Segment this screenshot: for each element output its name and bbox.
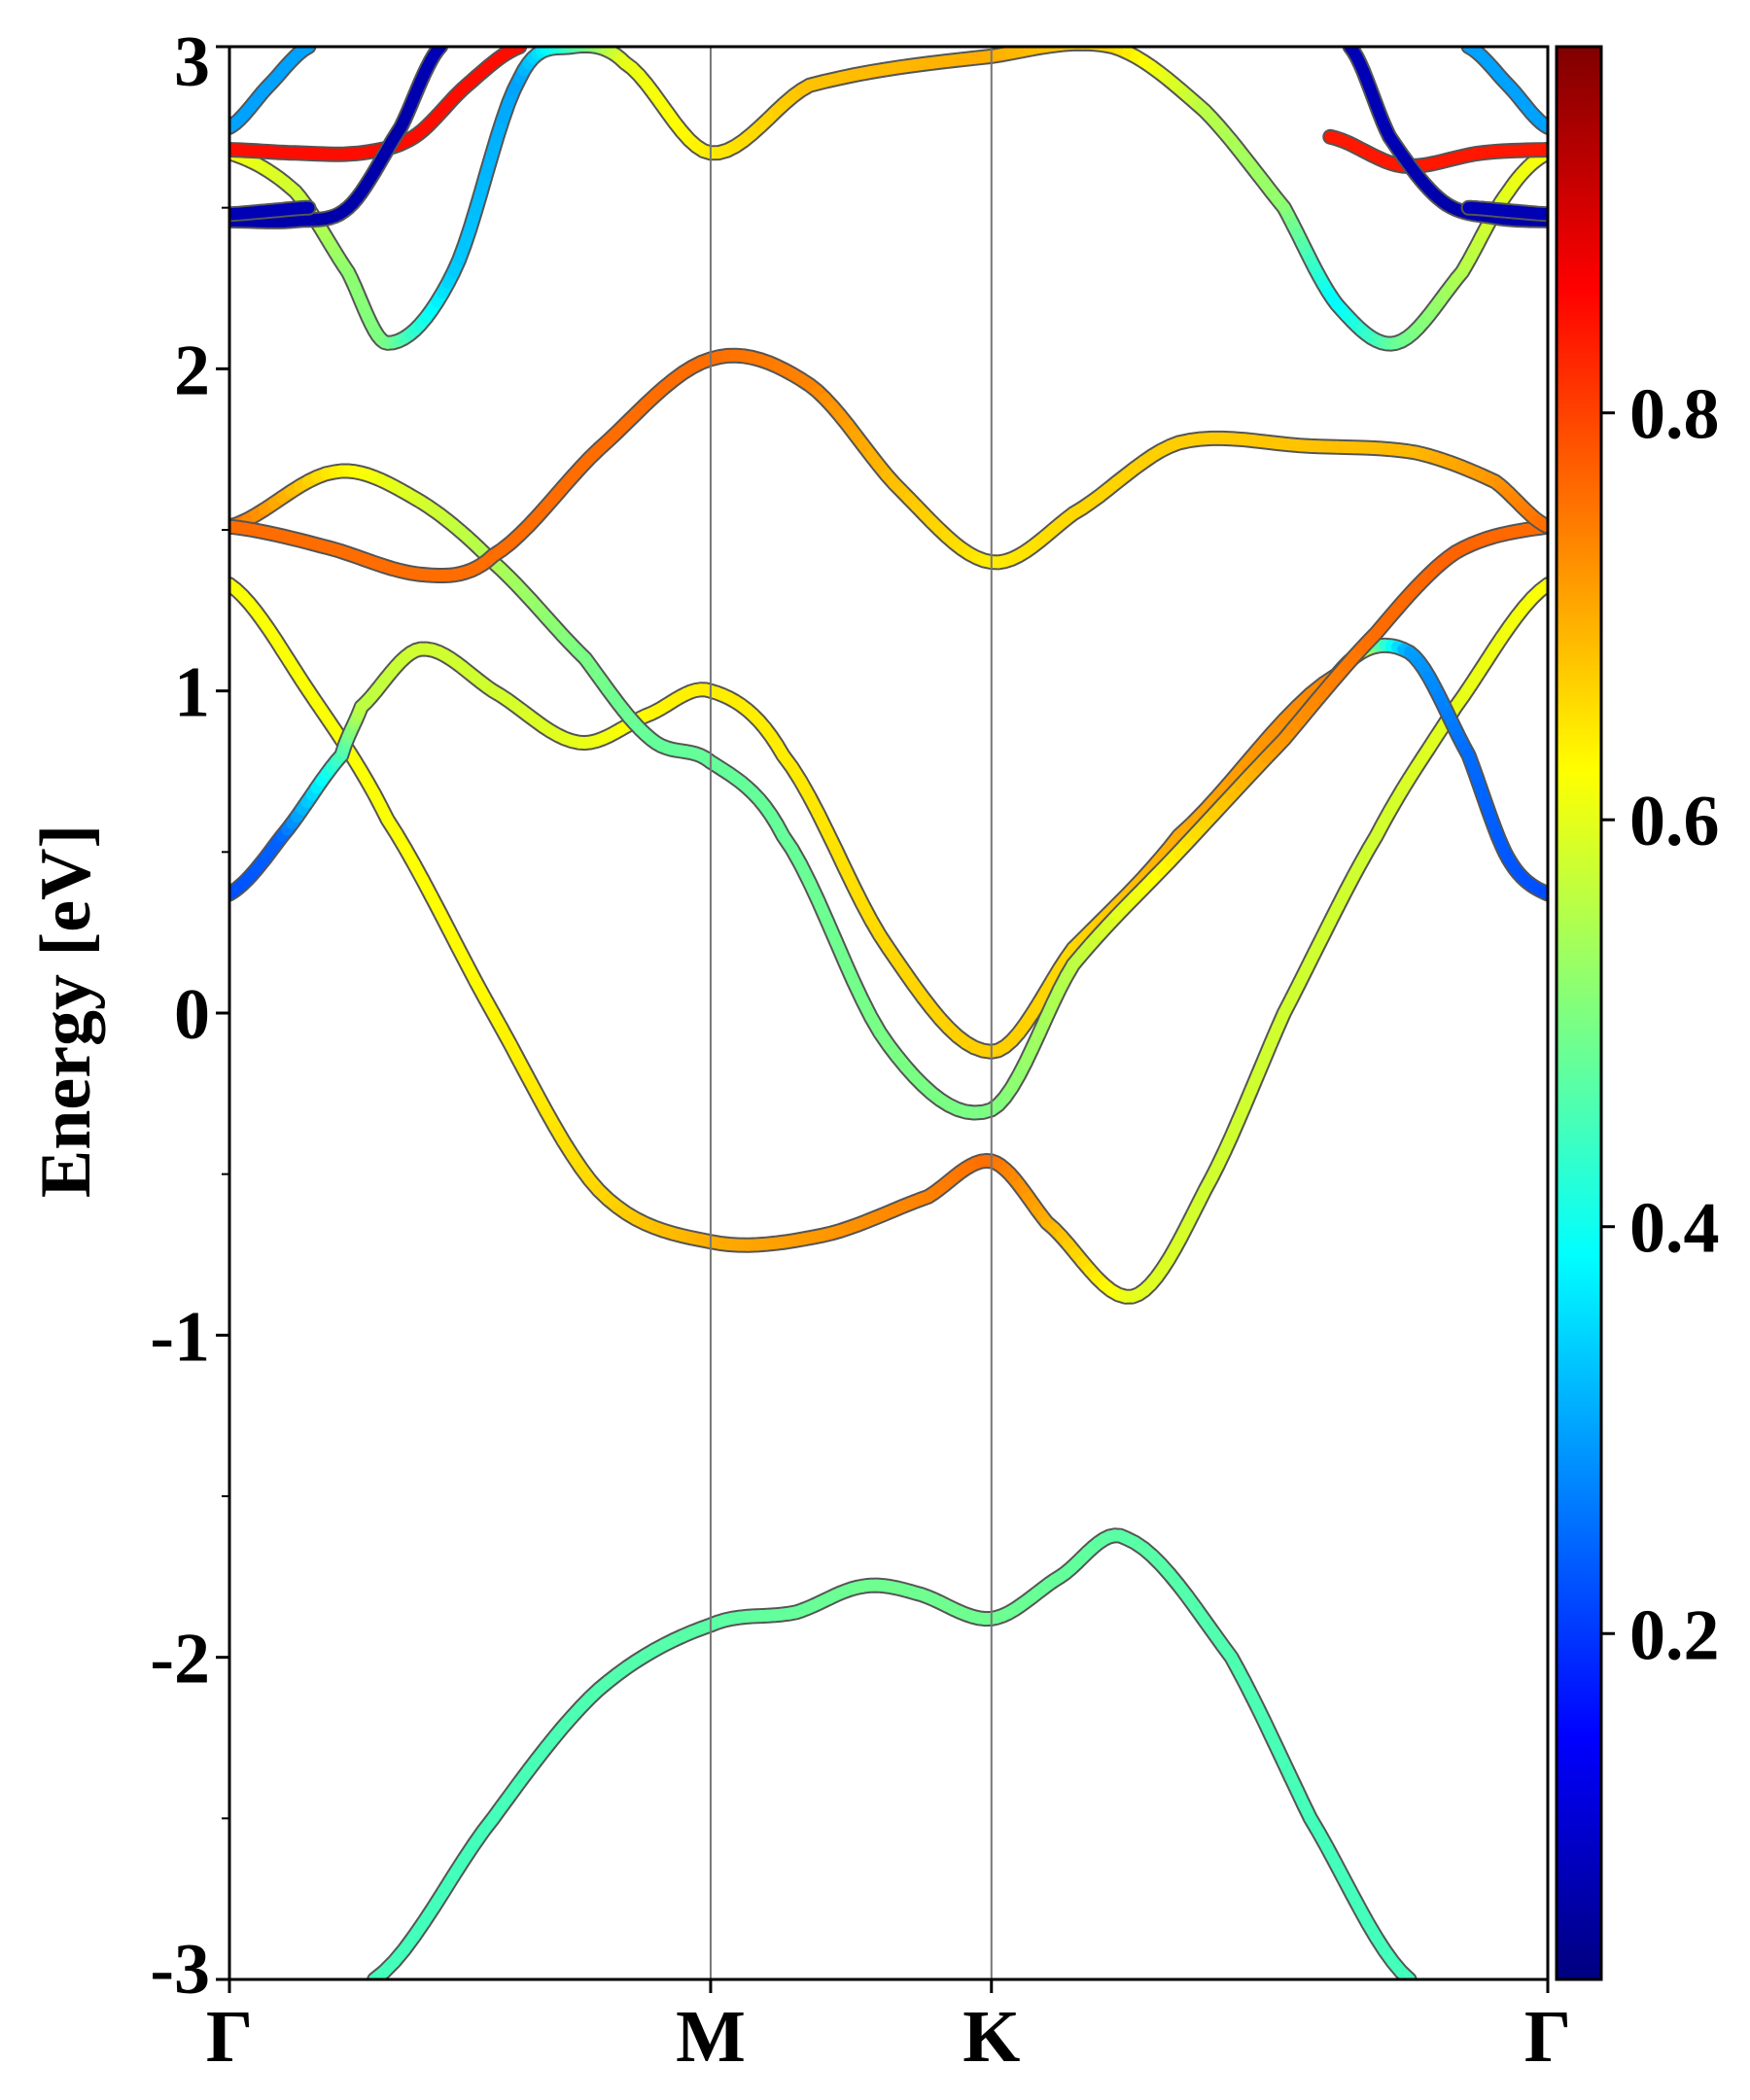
band-segment bbox=[1057, 47, 1078, 51]
band-line-band-7 bbox=[229, 47, 528, 162]
band-outline bbox=[229, 637, 1548, 1060]
colorbar-gradient bbox=[1555, 45, 1603, 1981]
x-tick-label: M bbox=[676, 1996, 746, 2078]
x-tick-label: Γ bbox=[206, 1996, 253, 2078]
colorbar-ticks: 0.2 0.4 0.6 0.8 bbox=[1601, 375, 1720, 1675]
band-line-band-4 bbox=[229, 463, 1548, 1121]
y-tick-label: -2 bbox=[150, 1620, 210, 1699]
colorbar-tick-label: 0.4 bbox=[1629, 1189, 1720, 1269]
band-line-band-8 bbox=[229, 47, 448, 229]
y-tick-label: -1 bbox=[150, 1297, 210, 1377]
band-line-band-6 bbox=[229, 47, 1548, 352]
band-line-band-10b bbox=[1460, 47, 1548, 135]
colorbar: 0.2 0.4 0.6 0.8 bbox=[1555, 45, 1720, 1981]
colorbar-tick-label: 0.8 bbox=[1629, 375, 1720, 455]
y-tick-label: 0 bbox=[174, 975, 210, 1055]
colorbar-tick-label: 0.6 bbox=[1629, 782, 1720, 861]
band-line-band-8b bbox=[1342, 47, 1548, 228]
band-line-band-3 bbox=[229, 637, 1548, 1060]
band-lines bbox=[229, 47, 1548, 1979]
band-outline bbox=[229, 47, 1548, 352]
band-outline bbox=[1342, 47, 1548, 228]
colorbar-tick-label: 0.2 bbox=[1629, 1595, 1720, 1675]
band-line-band-1 bbox=[367, 1527, 1418, 1979]
y-axis: 3 2 1 0 -1 -2 -3 bbox=[150, 22, 229, 2010]
x-tick-label: K bbox=[962, 1996, 1020, 2078]
plot-frame bbox=[228, 45, 1550, 1981]
band-line-band-9b bbox=[1460, 199, 1548, 223]
x-tick-label: Γ bbox=[1524, 1996, 1571, 2078]
y-tick-label: -3 bbox=[150, 1930, 210, 2010]
y-axis-title: Energy [eV] bbox=[26, 824, 106, 1198]
band-outline bbox=[367, 1527, 1418, 1979]
band-outline bbox=[229, 47, 528, 162]
band-line-band-10 bbox=[229, 47, 317, 135]
y-tick-label: 3 bbox=[174, 22, 210, 102]
band-outline bbox=[229, 347, 1548, 583]
band-line-band-7b bbox=[1322, 128, 1548, 174]
y-tick-label: 1 bbox=[174, 653, 210, 733]
band-line-band-5 bbox=[229, 347, 1548, 583]
y-tick-label: 2 bbox=[174, 331, 210, 410]
band-line-band-9 bbox=[229, 199, 317, 223]
high-symmetry-lines bbox=[709, 47, 993, 1979]
band-segment bbox=[1087, 47, 1108, 52]
band-line-band-2 bbox=[229, 577, 1548, 1305]
